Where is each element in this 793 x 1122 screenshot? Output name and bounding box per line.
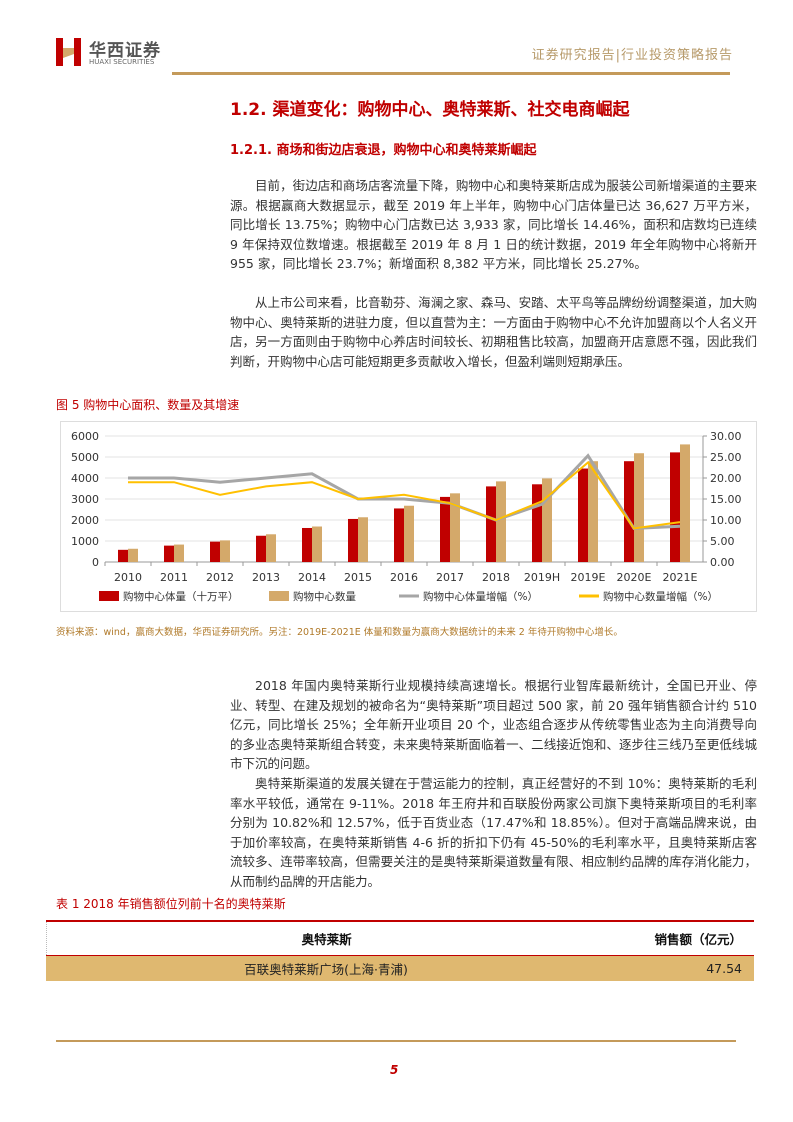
x-tick: 2018 — [482, 571, 510, 584]
y-left-tick: 5000 — [71, 451, 99, 464]
figure-title: 图 5 购物中心面积、数量及其增速 — [56, 398, 240, 412]
bar-area — [164, 545, 174, 562]
paragraph: 奥特莱斯渠道的发展关键在于营运能力的控制，真正经营好的不到 10%：奥特莱斯的毛… — [230, 776, 757, 889]
table-row: 百联奥特莱斯广场(上海·青浦) 47.54 — [46, 955, 754, 981]
x-tick: 2016 — [390, 571, 418, 584]
bar-count — [358, 517, 368, 562]
bar-area — [440, 496, 450, 562]
combo-chart: 0 1000 2000 3000 4000 5000 6000 0.00 5.00 10.00 15… — [71, 430, 742, 603]
bar-area — [578, 468, 588, 562]
legend-label: 购物中心体量增幅（%） — [423, 590, 538, 603]
x-tick: 2010 — [114, 571, 142, 584]
bar-count — [266, 534, 276, 562]
bar-count — [128, 548, 138, 562]
cell-sales: 47.54 — [706, 961, 742, 976]
x-tick: 2019E — [571, 571, 606, 584]
bar-area — [118, 549, 128, 562]
footer-divider — [56, 1040, 736, 1042]
x-tick: 2013 — [252, 571, 280, 584]
paragraph: 从上市公司来看，比音勒芬、海澜之家、森马、安踏、太平鸟等品牌纷纷调整渠道，加大购… — [230, 295, 757, 369]
huaxi-logo-icon — [56, 38, 81, 66]
legend-label: 购物中心数量增幅（%） — [603, 590, 718, 603]
y-left-tick: 3000 — [71, 493, 99, 506]
header-divider — [172, 72, 730, 75]
bar-count — [312, 526, 322, 562]
x-tick: 2011 — [160, 571, 188, 584]
bar-area — [670, 452, 680, 562]
y-right-tick: 5.00 — [710, 535, 735, 548]
bar-area — [624, 461, 634, 562]
bar-count — [220, 540, 230, 562]
logo-text: 华西证券 — [89, 41, 161, 61]
header-outlet: 奥特莱斯 — [301, 932, 352, 947]
y-left-tick: 2000 — [71, 514, 99, 527]
bar-area — [256, 535, 266, 562]
legend-swatch — [269, 591, 289, 601]
bar-count — [496, 481, 506, 562]
legend-swatch — [99, 591, 119, 601]
y-left-tick: 4000 — [71, 472, 99, 485]
line-area-growth — [128, 453, 681, 530]
bar-count — [404, 505, 414, 562]
x-tick: 2012 — [206, 571, 234, 584]
report-type: 证券研究报告|行业投资策略报告 — [531, 48, 733, 63]
bar-area — [394, 508, 404, 562]
x-tick: 2020E — [617, 571, 652, 584]
bar-count — [450, 493, 460, 562]
cell-outlet: 百联奥特莱斯广场(上海·青浦) — [244, 962, 408, 977]
x-tick: 2019H — [524, 571, 560, 584]
table-title: 表 1 2018 年销售额位列前十名的奥特莱斯 — [56, 897, 286, 911]
table-header-row: 奥特莱斯 销售额（亿元） — [46, 922, 754, 955]
bar-area — [210, 541, 220, 562]
y-right-tick: 10.00 — [710, 514, 742, 527]
y-right-tick: 20.00 — [710, 472, 742, 485]
x-tick: 2017 — [436, 571, 464, 584]
y-right-tick: 0.00 — [710, 556, 735, 569]
y-left-tick: 1000 — [71, 535, 99, 548]
bar-count — [174, 544, 184, 562]
page-number: 5 — [390, 1063, 399, 1077]
x-tick: 2015 — [344, 571, 372, 584]
x-tick: 2021E — [663, 571, 698, 584]
y-right-tick: 15.00 — [710, 493, 742, 506]
bar-area — [532, 484, 542, 562]
paragraph: 2018 年国内奥特莱斯行业规模持续高速增长。根据行业智库最新统计，全国已开业、… — [230, 678, 757, 772]
bar-count — [680, 444, 690, 562]
paragraph: 目前，街边店和商场店客流量下降，购物中心和奥特莱斯店成为服装公司新增渠道的主要来… — [230, 178, 757, 272]
bar-count — [542, 478, 552, 562]
logo-english: HUAXI SECURITIES — [89, 58, 155, 66]
chart-frame: 0 1000 2000 3000 4000 5000 6000 0.00 5.00 10.00 15… — [60, 421, 757, 612]
header-sales: 销售额（亿元） — [654, 932, 742, 947]
figure-source: 资料来源：wind，赢商大数据，华西证券研究所。另注：2019E-2021E 体… — [56, 627, 623, 638]
y-left-tick: 6000 — [71, 430, 99, 443]
bar-area — [348, 518, 358, 562]
subsection-heading: 1.2.1. 商场和街边店衰退，购物中心和奥特莱斯崛起 — [230, 143, 537, 158]
y-right-tick: 25.00 — [710, 451, 742, 464]
bar-count — [634, 453, 644, 562]
bar-area — [302, 527, 312, 562]
table-top-border — [46, 920, 754, 922]
section-heading: 1.2. 渠道变化：购物中心、奥特莱斯、社交电商崛起 — [230, 100, 630, 120]
bar-count — [588, 461, 598, 562]
legend-label: 购物中心数量 — [293, 590, 356, 603]
y-right-tick: 30.00 — [710, 430, 742, 443]
x-tick: 2014 — [298, 571, 326, 584]
outlet-sales-table: 奥特莱斯 销售额（亿元） 百联奥特莱斯广场(上海·青浦) 47.54 — [46, 920, 754, 981]
bar-area — [486, 486, 496, 562]
y-left-tick: 0 — [92, 556, 99, 569]
line-count-growth — [128, 460, 681, 530]
legend-label: 购物中心体量（十万平） — [123, 590, 239, 603]
